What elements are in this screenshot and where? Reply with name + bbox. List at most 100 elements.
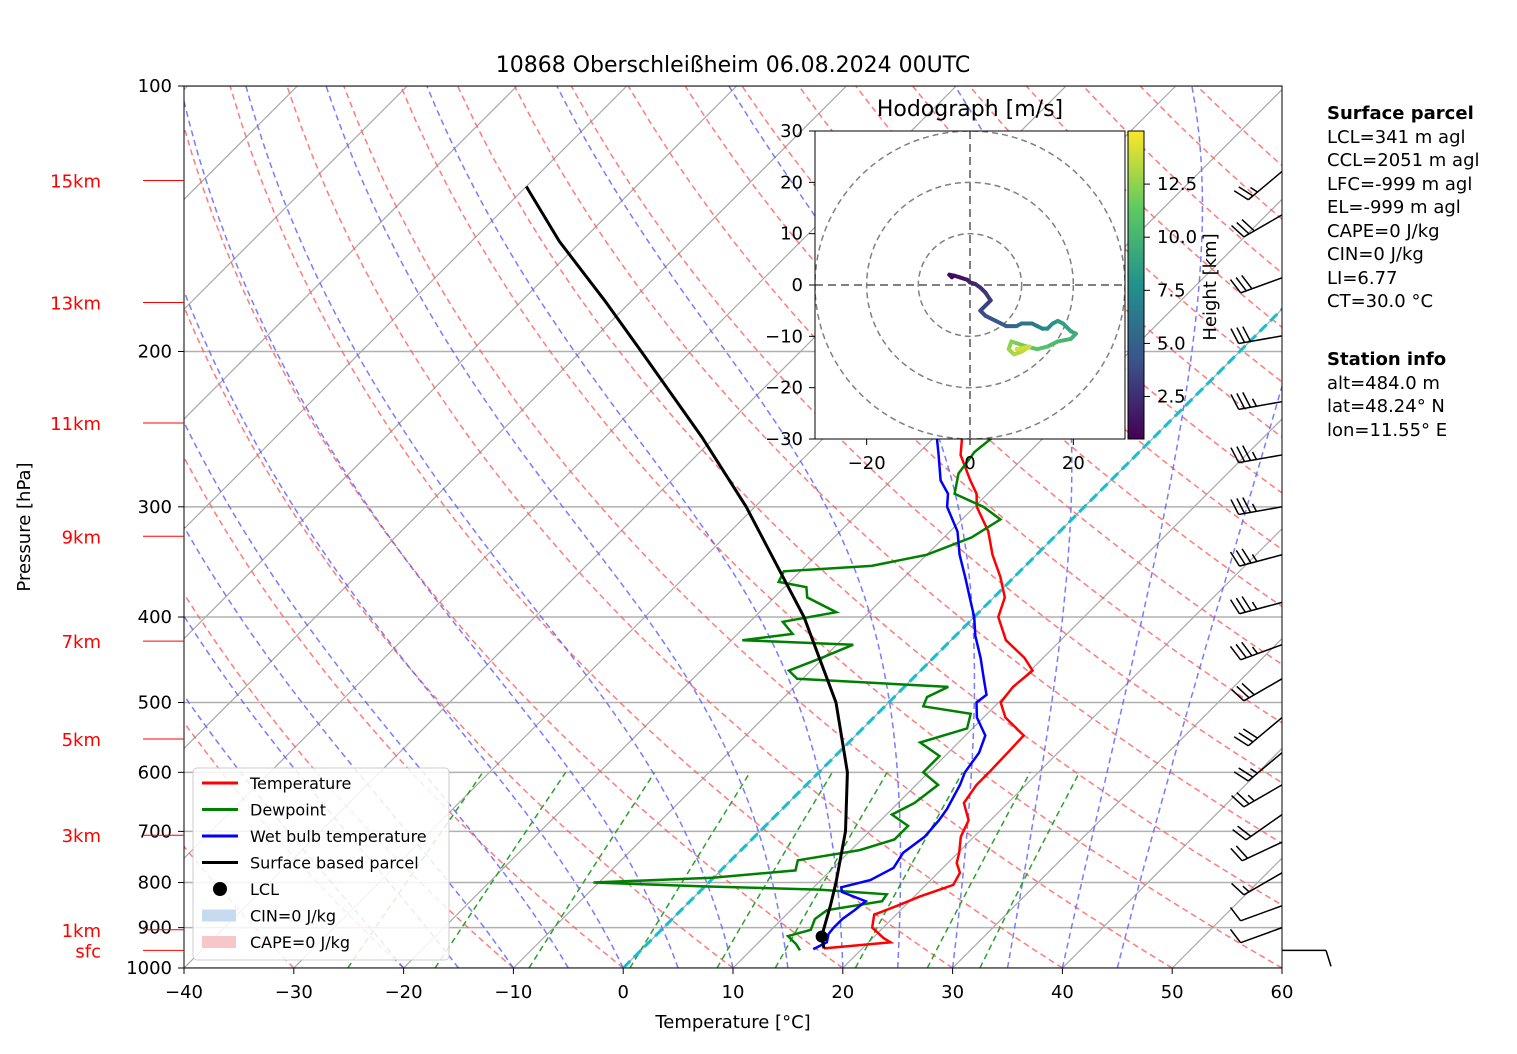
hodo-y-tick-label: −10 xyxy=(765,326,803,347)
moist-adiabat xyxy=(245,86,734,968)
colorbar-ticks: 2.5 5.0 7.5 10.0 12.5 xyxy=(1144,174,1197,408)
wind-barb xyxy=(1231,678,1283,702)
height-label: 9km xyxy=(62,527,101,548)
colorbar xyxy=(1127,130,1145,440)
wind-barb xyxy=(1233,170,1283,201)
x-tick-label: −20 xyxy=(385,982,423,1003)
x-tick-label: 20 xyxy=(831,982,854,1003)
moist-adiabat xyxy=(184,525,515,968)
dry-adiabat xyxy=(184,305,734,968)
wind-barb xyxy=(1231,784,1283,808)
wind-barb xyxy=(1232,813,1283,841)
legend-label: LCL xyxy=(250,880,279,899)
surface-parcel-line xyxy=(525,185,849,949)
dry-adiabat xyxy=(343,86,1173,968)
dry-adiabat xyxy=(400,86,1282,968)
legend-label: Surface based parcel xyxy=(250,854,419,873)
wind-barb xyxy=(1230,326,1283,345)
x-tick-label: 60 xyxy=(1271,982,1294,1003)
wind-barb xyxy=(1229,905,1283,922)
mixing-ratio-line xyxy=(774,771,888,968)
chart-title: 10868 Oberschleißheim 06.08.2024 00UTC xyxy=(496,53,971,78)
legend-label: Wet bulb temperature xyxy=(250,827,427,846)
y-tick-label: 500 xyxy=(138,692,172,713)
colorbar-label: Height [km] xyxy=(1200,233,1221,340)
dry-adiabat xyxy=(855,86,1282,494)
colorbar-tick-label: 2.5 xyxy=(1157,387,1186,408)
x-tick-label: 10 xyxy=(722,982,745,1003)
moist-adiabat xyxy=(184,98,679,968)
mixing-ratio-line xyxy=(528,771,656,968)
dry-adiabat xyxy=(184,124,844,968)
hodograph-segment xyxy=(1014,344,1032,352)
isotherm-line xyxy=(184,86,738,640)
parcel-lfc: LFC=-999 m agl xyxy=(1327,173,1473,195)
legend-label: Temperature xyxy=(249,774,351,793)
x-axis: −40 −30 −20 −10 0 10 20 30 40 50 60 xyxy=(165,968,1293,1003)
mixing-ratio-line xyxy=(434,771,567,968)
legend-swatch xyxy=(213,882,227,896)
parcel-el: EL=-999 m agl xyxy=(1327,197,1461,218)
hodograph-grid xyxy=(815,131,1125,439)
x-tick-label: 0 xyxy=(617,982,628,1003)
dry-adiabat xyxy=(286,86,1063,968)
y-axis: 100 200 300 400 500 600 700 800 900 1000 xyxy=(126,76,184,979)
wind-barb xyxy=(1230,445,1283,464)
wind-barb xyxy=(1282,949,1332,967)
colorbar-tick-label: 10.0 xyxy=(1157,227,1197,248)
station-altitude: alt=484.0 m xyxy=(1327,372,1440,394)
legend-label: CAPE=0 J/kg xyxy=(250,933,350,952)
hodo-y-tick-label: −30 xyxy=(765,429,803,450)
mixing-ratio-line xyxy=(926,771,1031,968)
legend-item: LCL xyxy=(213,880,279,899)
colorbar-tick-label: 12.5 xyxy=(1157,174,1197,195)
x-tick-label: 30 xyxy=(941,982,964,1003)
lcl-marker xyxy=(815,930,828,943)
hodograph-ring xyxy=(917,232,1023,338)
height-label: 11km xyxy=(50,414,101,435)
zero-degree-isotherm xyxy=(622,307,1282,968)
dry-adiabat xyxy=(184,455,624,968)
station-longitude: lon=11.55° E xyxy=(1327,419,1448,441)
height-label: 15km xyxy=(50,172,101,193)
hodograph-axes: −20 0 20 30 20 10 0 −10 −20 −30 xyxy=(765,121,1085,474)
legend-item: Wet bulb temperature xyxy=(202,827,427,846)
legend-item: CIN=0 J/kg xyxy=(202,907,336,926)
surface-parcel-info: Surface parcel LCL=341 m agl CCL=2051 m … xyxy=(1327,102,1480,314)
isotherm-line xyxy=(184,86,847,750)
isotherm-line xyxy=(1061,747,1282,968)
station-info-heading: Station info xyxy=(1327,349,1447,370)
x-tick-label: −40 xyxy=(165,982,203,1003)
height-label: 1km xyxy=(62,921,101,942)
y-tick-label: 600 xyxy=(138,762,172,783)
x-axis-label: Temperature [°C] xyxy=(654,1012,810,1033)
wind-barb xyxy=(1231,872,1283,896)
y-axis-label: Pressure [hPa] xyxy=(14,462,35,591)
hodograph-trace xyxy=(947,272,1078,357)
hodo-y-tick-label: 10 xyxy=(780,224,803,245)
legend-swatch xyxy=(202,936,236,948)
wind-barb xyxy=(1229,641,1283,661)
surface-parcel-heading: Surface parcel xyxy=(1327,103,1474,124)
legend-label: CIN=0 J/kg xyxy=(250,907,336,926)
hodo-x-tick-label: 20 xyxy=(1062,453,1085,474)
hodograph-segment xyxy=(1055,336,1073,344)
station-info: Station info alt=484.0 m lat=48.24° N lo… xyxy=(1327,348,1447,442)
mixing-ratio-line xyxy=(979,771,1081,968)
legend-item: CAPE=0 J/kg xyxy=(202,933,350,952)
mixing-ratio-lines xyxy=(347,771,1081,968)
mixing-ratio-line xyxy=(716,771,833,968)
dry-adiabat xyxy=(513,86,1282,845)
y-tick-label: 100 xyxy=(138,76,172,97)
y-tick-label: 400 xyxy=(138,607,172,628)
y-tick-label: 900 xyxy=(138,918,172,939)
colorbar-tick-label: 5.0 xyxy=(1157,333,1186,354)
wind-barb xyxy=(1233,716,1283,747)
height-label: 13km xyxy=(50,294,101,315)
wind-barb xyxy=(1230,392,1283,411)
legend-item: Temperature xyxy=(202,774,351,793)
height-label: sfc xyxy=(75,941,101,962)
hodo-x-tick-label: 0 xyxy=(964,453,975,474)
